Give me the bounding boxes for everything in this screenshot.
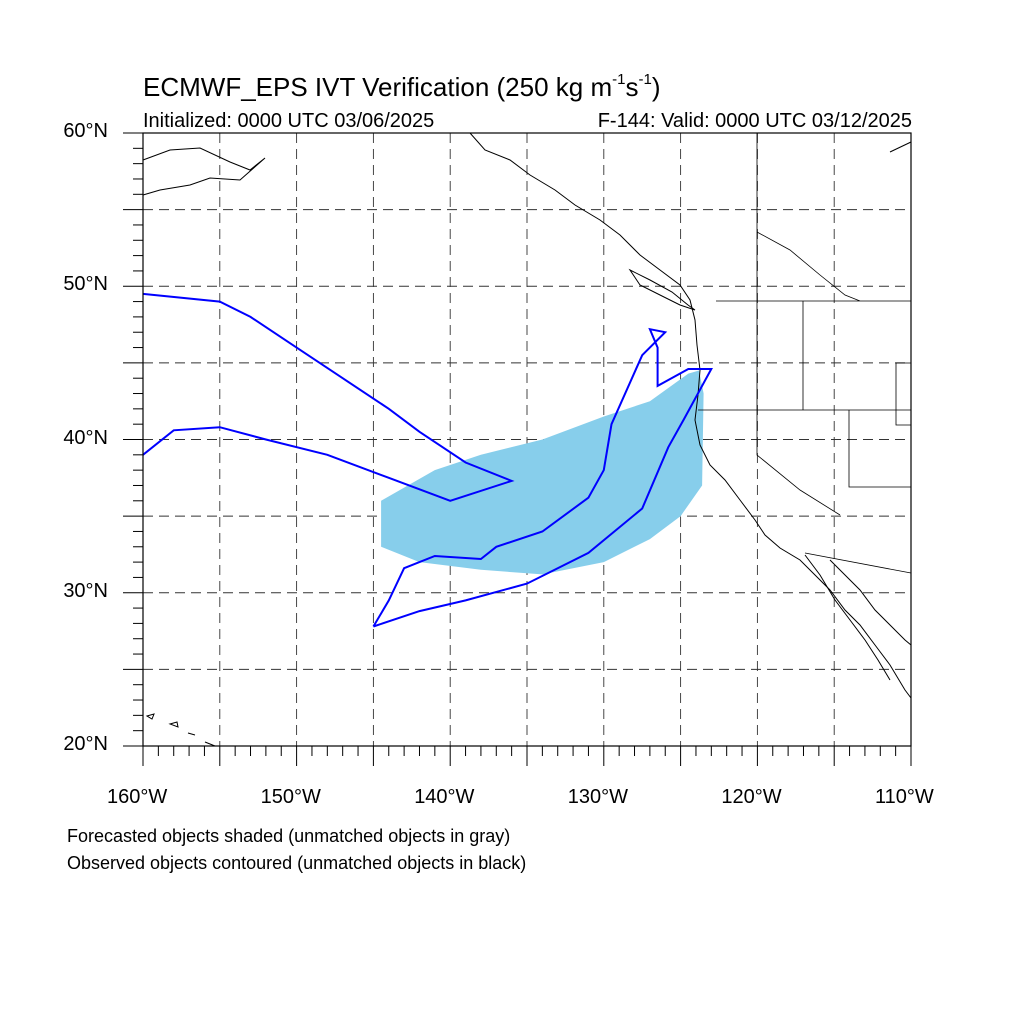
axis-ticks [123,132,912,766]
longitude-label: 140°W [414,786,475,808]
legend-forecast-note: Forecasted objects shaded (unmatched obj… [67,826,511,846]
coastline-east-corner [889,141,912,153]
initialized-time: Initialized: 0000 UTC 03/06/2025 [143,110,435,132]
graticule-grid [143,133,911,746]
longitude-label: 110°W [875,786,934,808]
vancouver-island [628,268,696,311]
latitude-label: 30°N [63,579,108,602]
latitude-label: 50°N [63,273,108,296]
legend-observed-note: Observed objects contoured (unmatched ob… [67,853,527,873]
observed-object-south [372,327,713,628]
hawaii-islands [145,713,216,747]
valid-time: F-144: Valid: 0000 UTC 03/12/2025 [597,110,912,132]
coastline-baja-peninsula [804,554,891,681]
coastline-alaska-peninsula [142,147,266,196]
longitude-label: 160°W [107,786,168,808]
coastline-gulf-of-california [829,559,912,646]
latitude-label: 60°N [63,120,108,142]
state-borders [698,133,912,574]
latitude-label: 20°N [63,733,108,755]
coastlines [142,132,912,747]
latitude-label: 40°N [63,426,108,449]
longitude-label: 120°W [721,786,782,808]
observed-ivt-objects [142,292,713,628]
chart-title: ECMWF_EPS IVT Verification (250 kg m-1s-… [143,71,661,102]
forecast-ivt-object [381,370,704,575]
longitude-label: 130°W [567,786,629,808]
coastline-west-north-america [469,132,912,699]
observed-object-north [142,292,515,502]
longitude-label: 150°W [260,786,321,808]
